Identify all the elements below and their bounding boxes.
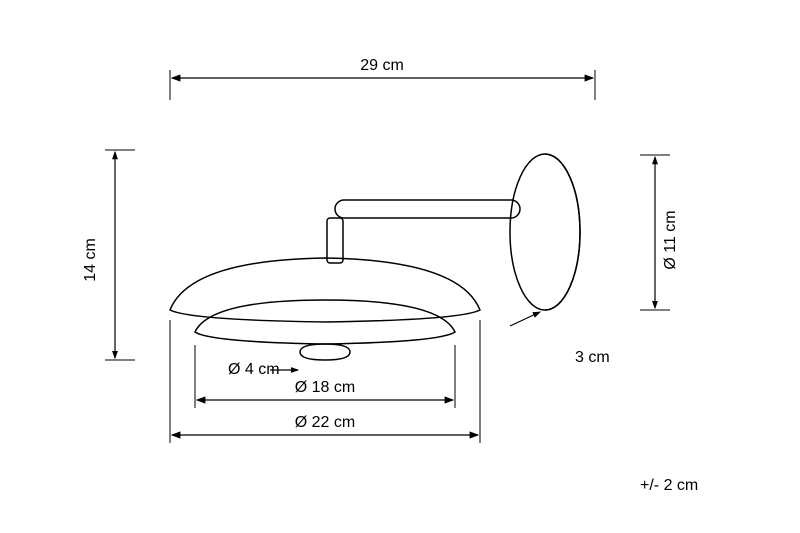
dim-shade-18: Ø 18 cm: [295, 379, 355, 396]
dim-hole: Ø 4 cm: [228, 361, 280, 378]
dim-total-height: 14 cm: [82, 238, 99, 282]
dim-shade-22: Ø 22 cm: [295, 414, 355, 431]
tolerance-note: +/- 2 cm: [640, 477, 698, 494]
dim-total-width: 29 cm: [360, 57, 404, 74]
dim-plate-depth: 3 cm: [575, 349, 610, 366]
dim-plate-diameter: Ø 11 cm: [662, 210, 679, 269]
